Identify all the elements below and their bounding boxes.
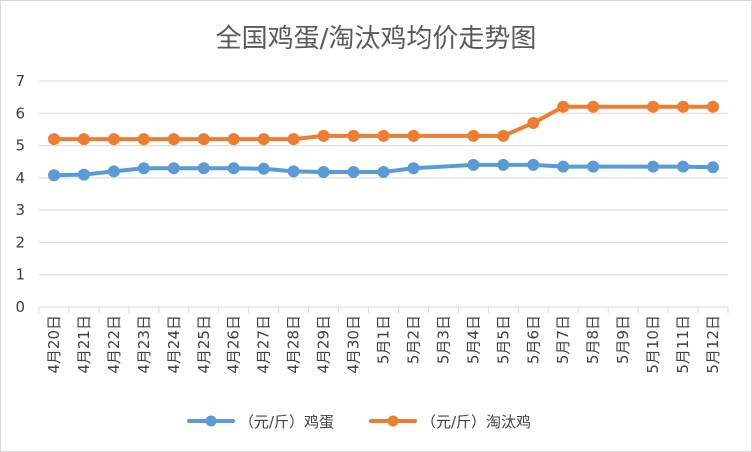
data-point bbox=[77, 133, 90, 146]
data-point bbox=[707, 100, 719, 113]
data-point bbox=[137, 162, 150, 175]
data-point bbox=[557, 160, 570, 173]
data-point bbox=[647, 100, 660, 113]
x-tick-label: 5月4日 bbox=[464, 315, 482, 364]
data-point bbox=[407, 162, 420, 175]
x-tick-label: 4月27日 bbox=[255, 315, 273, 374]
x-tick-label: 4月24日 bbox=[165, 315, 183, 374]
y-tick-label: 7 bbox=[15, 72, 25, 90]
data-point bbox=[317, 166, 330, 178]
data-point bbox=[167, 162, 180, 175]
x-tick-label: 5月7日 bbox=[554, 315, 572, 364]
legend-swatch-marker bbox=[205, 415, 217, 427]
y-axis-ticks: 0 1 2 3 4 5 6 7 bbox=[15, 72, 25, 316]
data-point bbox=[647, 160, 660, 173]
y-tick-label: 1 bbox=[15, 266, 25, 284]
y-tick-label: 4 bbox=[15, 169, 25, 187]
y-tick-label: 6 bbox=[15, 104, 25, 122]
data-point bbox=[197, 133, 210, 146]
x-tick-label: 4月25日 bbox=[195, 315, 213, 374]
x-tick-label: 4月21日 bbox=[75, 315, 93, 374]
data-point bbox=[377, 166, 390, 178]
data-point bbox=[587, 100, 600, 113]
data-point bbox=[197, 162, 210, 175]
data-point bbox=[77, 168, 90, 181]
x-axis-ticks: 4月20日 4月21日 4月22日 4月23日 4月24日 4月25日 4月26日 4月27日… bbox=[38, 307, 729, 374]
x-tick-label: 4月23日 bbox=[135, 315, 153, 374]
data-point bbox=[527, 117, 540, 129]
data-point bbox=[347, 166, 360, 178]
data-point bbox=[257, 133, 270, 146]
x-tick-label: 5月5日 bbox=[494, 315, 512, 364]
data-point bbox=[707, 161, 719, 174]
data-point bbox=[167, 133, 180, 146]
data-point bbox=[317, 129, 330, 142]
y-tick-label: 3 bbox=[15, 201, 25, 219]
legend-swatch-marker bbox=[387, 415, 399, 427]
data-point bbox=[107, 133, 120, 146]
data-point bbox=[497, 129, 510, 142]
data-point bbox=[467, 158, 480, 171]
x-tick-label: 5月2日 bbox=[404, 315, 422, 364]
x-tick-label: 5月6日 bbox=[524, 315, 542, 364]
x-tick-label: 4月28日 bbox=[285, 315, 303, 374]
series-layer bbox=[48, 100, 719, 182]
data-point bbox=[257, 162, 270, 175]
x-tick-label: 4月20日 bbox=[45, 315, 63, 374]
data-point bbox=[677, 100, 690, 113]
data-point bbox=[227, 133, 240, 146]
x-tick-label: 4月26日 bbox=[225, 315, 243, 374]
data-point bbox=[287, 133, 300, 146]
x-tick-label: 5月12日 bbox=[704, 315, 722, 374]
chart-title: 全国鸡蛋/淘汰鸡均价走势图 bbox=[216, 24, 537, 54]
x-tick-label: 4月22日 bbox=[105, 315, 123, 374]
data-point bbox=[527, 158, 540, 171]
data-point bbox=[587, 160, 600, 173]
x-tick-label: 4月30日 bbox=[345, 315, 363, 374]
data-point bbox=[107, 165, 120, 178]
data-point bbox=[377, 129, 390, 142]
y-tick-label: 2 bbox=[15, 233, 25, 251]
data-point bbox=[48, 169, 60, 182]
data-point bbox=[48, 133, 60, 146]
legend-label: （元/斤）鸡蛋 bbox=[239, 413, 334, 431]
x-tick-label: 5月3日 bbox=[434, 315, 452, 364]
data-point bbox=[347, 129, 360, 142]
data-point bbox=[287, 165, 300, 178]
data-point bbox=[137, 133, 150, 146]
x-tick-label: 5月10日 bbox=[644, 315, 662, 374]
series-0 bbox=[48, 158, 719, 182]
data-point bbox=[677, 160, 690, 173]
x-tick-label: 4月29日 bbox=[315, 315, 333, 374]
y-tick-label: 5 bbox=[15, 137, 25, 155]
x-tick-label: 5月1日 bbox=[375, 315, 393, 364]
legend: （元/斤）鸡蛋 （元/斤）淘汰鸡 bbox=[187, 413, 531, 431]
data-point bbox=[497, 158, 510, 171]
data-point bbox=[557, 100, 570, 113]
y-tick-label: 0 bbox=[15, 298, 25, 316]
grid-lines bbox=[39, 80, 728, 308]
x-tick-label: 5月11日 bbox=[674, 315, 692, 374]
x-tick-label: 5月8日 bbox=[584, 315, 602, 364]
x-tick-label: 5月9日 bbox=[614, 315, 632, 364]
data-point bbox=[407, 129, 420, 142]
data-point bbox=[227, 162, 240, 175]
legend-label: （元/斤）淘汰鸡 bbox=[421, 413, 531, 431]
data-point bbox=[467, 129, 480, 142]
series-1 bbox=[48, 100, 719, 146]
